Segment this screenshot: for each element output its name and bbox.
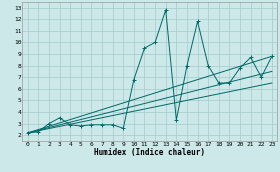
X-axis label: Humidex (Indice chaleur): Humidex (Indice chaleur) — [94, 148, 205, 157]
